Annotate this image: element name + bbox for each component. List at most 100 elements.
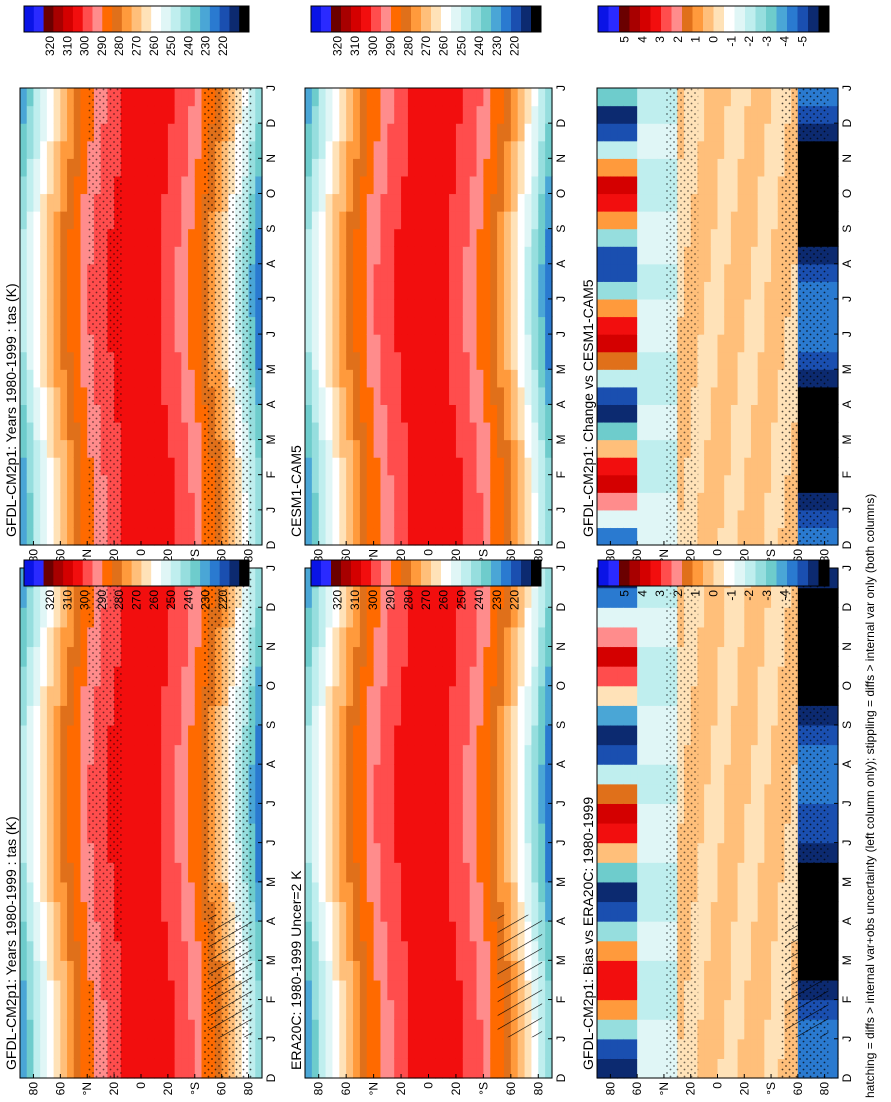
heat-cell <box>154 705 162 726</box>
heat-cell <box>603 263 611 282</box>
heat-cell <box>20 457 28 476</box>
heat-cell <box>181 705 189 726</box>
heat-cell <box>401 803 409 824</box>
y-tick-label: °S <box>764 1082 778 1095</box>
heat-cell <box>617 823 625 844</box>
heat-cell <box>545 862 553 883</box>
heat-cell <box>67 527 75 546</box>
heat-cell <box>188 369 196 388</box>
heat-cell <box>407 140 416 159</box>
heat-cell <box>67 228 75 247</box>
heat-cell <box>497 764 505 785</box>
heat-cell <box>630 842 638 863</box>
heat-cell <box>311 685 320 706</box>
heat-cell <box>750 921 759 942</box>
heat-cell <box>20 803 28 824</box>
heat-cell <box>161 587 169 608</box>
heat-cell <box>188 228 196 247</box>
y-tick-label: 20 <box>161 549 175 563</box>
x-tick-label: J <box>264 840 278 846</box>
heat-cell <box>469 316 478 335</box>
heat-cell <box>194 316 203 335</box>
heat-cell <box>538 587 546 608</box>
heat-cell <box>428 979 436 1001</box>
heat-cell <box>469 881 478 903</box>
heat-cell <box>401 705 409 726</box>
heat-cell <box>442 607 450 628</box>
heat-cell <box>597 901 605 922</box>
heat-cell <box>538 783 546 804</box>
heat-cell <box>476 386 484 405</box>
heat-cell <box>610 803 618 824</box>
heat-cell <box>147 263 156 282</box>
heat-cell <box>305 646 313 667</box>
heat-cell <box>428 474 436 493</box>
heat-cell <box>442 246 450 265</box>
heat-cell <box>717 823 725 844</box>
heat-cell <box>603 175 611 195</box>
heat-cell <box>53 351 61 370</box>
heat-cell <box>339 158 347 177</box>
heat-cell <box>373 862 382 883</box>
heat-cell <box>181 158 189 177</box>
heat-cell <box>531 509 539 529</box>
heat-cell <box>730 607 739 628</box>
heat-cell <box>610 351 618 370</box>
heat-cell <box>462 783 471 804</box>
heat-cell <box>449 439 457 458</box>
heat-cell <box>255 1038 263 1059</box>
heat-cell <box>442 474 450 493</box>
heat-cell <box>421 457 430 476</box>
x-tick-label: J <box>554 85 568 91</box>
heat-cell <box>373 404 382 423</box>
heat-cell <box>353 158 361 177</box>
heat-cell <box>710 842 719 863</box>
heat-cell <box>771 803 779 824</box>
heat-cell <box>161 607 169 628</box>
heat-cell <box>33 421 41 441</box>
heat-cell <box>538 263 546 282</box>
heat-cell <box>366 386 375 405</box>
heat-cell <box>60 1038 68 1059</box>
heat-cell <box>510 862 519 883</box>
heat-cell <box>394 421 402 441</box>
heat-cell <box>630 744 638 765</box>
heat-cell <box>650 1058 658 1079</box>
heat-cell <box>469 263 478 282</box>
heat-cell <box>414 823 423 844</box>
heat-cell <box>147 960 156 981</box>
heat-cell <box>387 123 395 142</box>
heat-cell <box>497 457 505 476</box>
heat-cell <box>610 1019 618 1040</box>
heat-cell <box>255 587 263 608</box>
heat-cell <box>610 685 618 706</box>
heat-cell <box>421 369 430 388</box>
heat-cell <box>750 685 759 706</box>
heat-cell <box>60 823 68 844</box>
heat-cell <box>53 492 61 511</box>
heat-cell <box>428 921 436 942</box>
heat-cell <box>33 158 41 177</box>
heat-cell <box>33 334 41 353</box>
heat-cell <box>414 960 423 981</box>
heat-cell <box>380 263 388 282</box>
x-tick-label: J <box>554 331 568 337</box>
heat-cell <box>318 457 327 476</box>
heat-cell <box>597 281 605 300</box>
heat-cell <box>630 587 638 608</box>
heat-cell <box>524 228 533 247</box>
heat-cell <box>380 626 388 648</box>
heat-cell <box>744 764 752 785</box>
heat-cell <box>531 281 539 300</box>
heat-cell <box>332 940 340 961</box>
heat-cell <box>428 724 436 746</box>
heat-cell <box>161 666 169 687</box>
heat-cell <box>401 351 409 370</box>
heat-cell <box>255 369 263 388</box>
heat-cell <box>517 263 526 282</box>
heat-cell <box>538 316 546 335</box>
heat-cell <box>483 842 491 863</box>
heat-cell <box>255 921 263 942</box>
hatching <box>784 914 829 1038</box>
heat-cell <box>26 862 35 883</box>
